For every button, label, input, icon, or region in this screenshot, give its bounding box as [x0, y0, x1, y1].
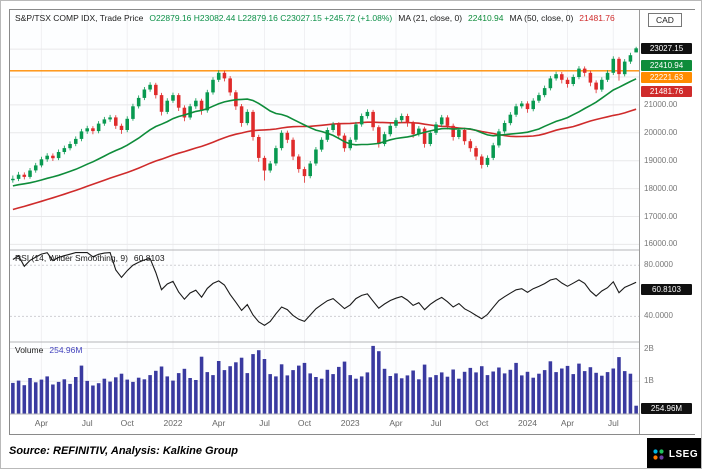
price-axis-label: 19000.00	[644, 155, 678, 165]
svg-text:Apr: Apr	[35, 418, 48, 428]
candlestick-series	[11, 46, 638, 183]
svg-text:Oct: Oct	[298, 418, 312, 428]
svg-text:Jul: Jul	[431, 418, 442, 428]
lseg-logo-text: LSEG	[668, 448, 699, 460]
rsi-legend: RSI (14, Wilder Smoothing, 9) 60.8103	[15, 253, 165, 263]
ma50-label: MA (50, close, 0)	[509, 13, 574, 23]
chart-box: Apr Jul Oct 2022 Apr Jul Oct 2023 Apr Jul Oct 2024 A…	[9, 9, 695, 435]
svg-text:Apr: Apr	[389, 418, 402, 428]
rsi-line	[12, 252, 637, 326]
price-rsi-volume-chart: Apr Jul Oct 2022 Apr Jul Oct 2023 Apr Jul Oct 2024 A…	[10, 10, 639, 428]
price-axis-badge: 21481.76	[641, 85, 692, 97]
currency-badge: CAD	[648, 13, 682, 27]
svg-text:Oct: Oct	[121, 418, 135, 428]
x-axis-labels: Apr Jul Oct 2022 Apr Jul Oct 2023 Apr Jul Oct 2024 A…	[35, 418, 619, 428]
lseg-logo-mark	[653, 448, 664, 460]
price-axis-badge: 22221.63	[641, 71, 692, 83]
ma-50-line	[12, 108, 637, 211]
instrument-title: S&P/TSX COMP IDX, Trade Price	[15, 13, 144, 23]
panel-separators	[10, 249, 639, 415]
volume-value: 254.96M	[49, 345, 83, 355]
rsi-value: 60.8103	[133, 253, 165, 263]
ma50-value: 21481.76	[579, 13, 615, 23]
rsi-axis-badge: 60.8103	[641, 284, 692, 296]
svg-text:Jul: Jul	[82, 418, 93, 428]
price-axis-column[interactable]: CAD 21000.00 20000.00 19000.00 18000.00 1700…	[639, 10, 695, 434]
ma-21-line	[12, 78, 637, 187]
svg-text:2022: 2022	[164, 418, 183, 428]
source-attribution: Source: REFINITIV, Analysis: Kalkine Gro…	[9, 445, 239, 457]
chart-plot-area[interactable]: Apr Jul Oct 2022 Apr Jul Oct 2023 Apr Jul Oct 2024 A…	[10, 10, 639, 434]
price-chart-legend: S&P/TSX COMP IDX, Trade Price O22879.16 H…	[15, 13, 621, 23]
price-axis-badge: 22410.94	[641, 60, 692, 71]
volume-axis-label: 2B	[644, 343, 654, 353]
price-axis-badge: 23027.15	[641, 42, 692, 54]
volume-legend: Volume 254.96M	[15, 345, 82, 355]
volume-label: Volume	[15, 345, 44, 355]
ohlc-values: O22879.16 H23082.44 L22879.16 C23027.15 …	[149, 13, 393, 23]
svg-text:2023: 2023	[341, 418, 360, 428]
price-axis-label: 16000.00	[644, 239, 678, 249]
volume-axis-label: 1B	[644, 376, 654, 386]
svg-text:Jul: Jul	[608, 418, 619, 428]
svg-text:2024: 2024	[518, 418, 537, 428]
volume-bars	[11, 345, 638, 414]
svg-text:Apr: Apr	[561, 418, 574, 428]
ma21-label: MA (21, close, 0)	[398, 13, 463, 23]
svg-text:Apr: Apr	[212, 418, 225, 428]
price-axis-label: 20000.00	[644, 127, 678, 137]
rsi-axis-label: 80.0000	[644, 260, 673, 270]
rsi-axis-label: 40.0000	[644, 311, 673, 321]
svg-text:Oct: Oct	[475, 418, 489, 428]
volume-axis-badge: 254.96M	[641, 403, 692, 414]
rsi-label: RSI (14, Wilder Smoothing, 9)	[15, 253, 128, 263]
price-axis-label: 18000.00	[644, 183, 678, 193]
lseg-logo: LSEG	[647, 438, 701, 468]
price-axis-label: 21000.00	[644, 99, 678, 109]
price-axis-label: 17000.00	[644, 211, 678, 221]
ma21-value: 22410.94	[468, 13, 504, 23]
svg-text:Jul: Jul	[259, 418, 270, 428]
